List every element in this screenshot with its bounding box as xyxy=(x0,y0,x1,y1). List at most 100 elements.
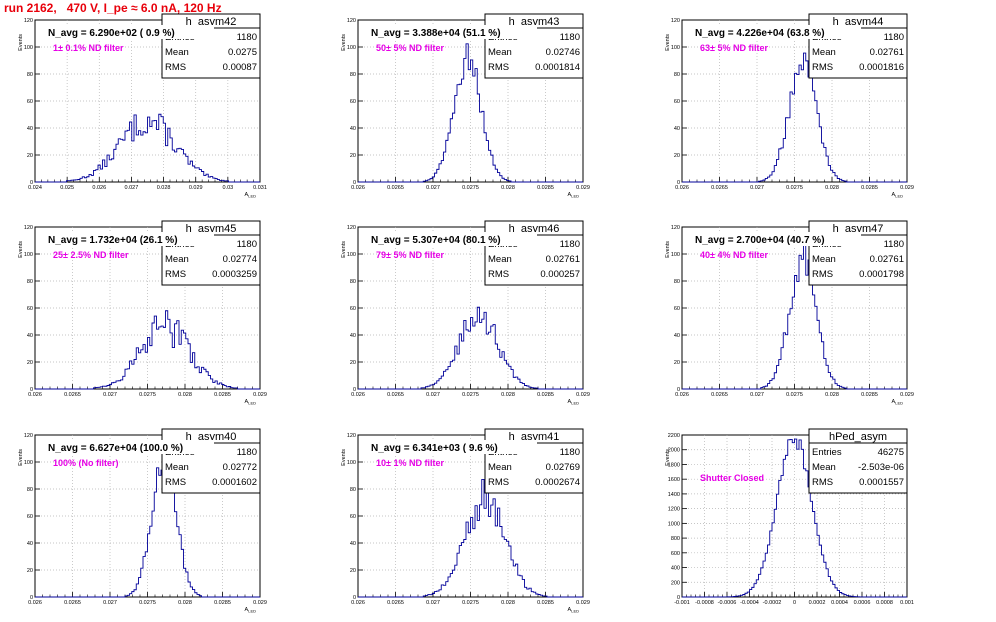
navg-backing xyxy=(44,25,214,39)
x-axis-label: ALED xyxy=(245,192,257,199)
x-tick-label: 0.0285 xyxy=(214,600,231,606)
y-tick-label: 0 xyxy=(677,180,680,186)
navg-backing xyxy=(44,232,214,246)
histogram-h_asym43: 0.026 0.0265 0.027 0.0275 0.028 0.0285 0.029 0 2… xyxy=(341,13,590,199)
navg-label: N_avg = 4.226e+04 (63.8 %) xyxy=(695,28,825,39)
stats-label-mean: Mean xyxy=(812,462,836,473)
y-tick-label: 60 xyxy=(27,514,33,520)
histogram-line xyxy=(35,446,260,598)
y-tick-label: 100 xyxy=(347,45,356,51)
navg-backing xyxy=(367,440,537,454)
stats-value-mean: 0.02774 xyxy=(223,254,257,265)
stats-value-mean: 0.0275 xyxy=(228,47,257,58)
y-tick-label: 80 xyxy=(674,72,680,78)
stats-value-rms: 0.0001816 xyxy=(859,62,904,73)
histogram-line xyxy=(682,52,907,183)
y-tick-label: 60 xyxy=(674,99,680,105)
y-tick-label: 120 xyxy=(347,433,356,439)
x-axis-label: ALED xyxy=(568,192,580,199)
x-tick-label: 0.026 xyxy=(351,600,365,606)
stats-value-rms: 0.0001798 xyxy=(859,269,904,280)
x-tick-label: 0.0008 xyxy=(876,600,893,606)
stats-label-rms: RMS xyxy=(165,477,186,488)
y-axis-label: Events xyxy=(341,241,347,258)
filter-note: Shutter Closed xyxy=(700,473,764,483)
y-tick-label: 120 xyxy=(671,18,680,24)
stats-value-rms: 0.00087 xyxy=(223,62,257,73)
y-tick-label: 60 xyxy=(27,306,33,312)
y-tick-label: 100 xyxy=(347,460,356,466)
x-tick-label: 0.027 xyxy=(750,185,764,191)
navg-backing xyxy=(44,440,214,454)
y-tick-label: 80 xyxy=(350,72,356,78)
x-tick-label: 0.026 xyxy=(28,392,42,398)
y-tick-label: 100 xyxy=(347,252,356,258)
x-tick-label: 0.0004 xyxy=(831,600,848,606)
x-tick-label: 0.0285 xyxy=(537,600,554,606)
navg-backing xyxy=(367,232,537,246)
x-tick-label: 0.027 xyxy=(426,185,440,191)
x-tick-label: 0.031 xyxy=(253,185,267,191)
y-tick-label: 80 xyxy=(27,279,33,285)
y-tick-label: 0 xyxy=(353,595,356,601)
stats-label-mean: Mean xyxy=(165,254,189,265)
x-axis-label: ALED xyxy=(245,399,257,406)
stats-label-entries: Entries xyxy=(812,447,842,458)
filter-note: 1± 0.1% ND filter xyxy=(53,43,124,53)
x-tick-label: 0.029 xyxy=(900,185,914,191)
x-tick-label: -0.0004 xyxy=(740,600,759,606)
stats-box: h_asym46Entries1180Mean0.02761RMS0.00025… xyxy=(484,220,584,286)
y-tick-label: 40 xyxy=(674,126,680,132)
navg-label: N_avg = 2.700e+04 (40.7 %) xyxy=(695,235,825,246)
x-tick-label: 0.0285 xyxy=(861,392,878,398)
y-tick-label: 0 xyxy=(677,387,680,393)
stats-box: h_asym44Entries1180Mean0.02761RMS0.00018… xyxy=(808,13,908,79)
y-tick-label: 20 xyxy=(350,360,356,366)
stats-value-rms: 0.0001602 xyxy=(212,477,257,488)
y-tick-label: 60 xyxy=(350,514,356,520)
y-axis-label: Events xyxy=(18,449,24,466)
y-axis-label: Events xyxy=(665,34,671,51)
x-tick-label: 0.029 xyxy=(576,600,590,606)
stats-box: hPed_asym Entries 46275 Mean -2.503e-06 RMS 0.… xyxy=(808,428,908,494)
stats-value-entries: 1180 xyxy=(237,447,257,458)
x-axis-label: ALED xyxy=(568,399,580,406)
stats-box: h_asym41Entries1180Mean0.02769RMS0.00026… xyxy=(484,428,584,494)
filter-note: 40± 4% ND filter xyxy=(700,250,768,260)
x-tick-label: 0.028 xyxy=(157,185,171,191)
y-tick-label: 20 xyxy=(350,568,356,574)
x-tick-label: 0.0275 xyxy=(462,600,479,606)
stats-label-rms: RMS xyxy=(165,269,186,280)
x-tick-label: 0.027 xyxy=(426,600,440,606)
x-tick-label: 0.026 xyxy=(351,185,365,191)
y-tick-label: 1200 xyxy=(668,507,680,513)
x-tick-label: 0.0275 xyxy=(139,392,156,398)
histogram-line xyxy=(35,113,260,183)
x-tick-label: 0.0265 xyxy=(387,392,404,398)
x-tick-label: 0.0285 xyxy=(214,392,231,398)
stats-value-rms: 0.0003259 xyxy=(212,269,257,280)
y-tick-label: 100 xyxy=(671,252,680,258)
filter-note: 63± 5% ND filter xyxy=(700,43,768,53)
y-tick-label: 40 xyxy=(27,126,33,132)
stats-value-entries: 1180 xyxy=(560,447,580,458)
navg-label: N_avg = 6.341e+03 ( 9.6 %) xyxy=(371,443,498,454)
y-tick-label: 1400 xyxy=(668,492,680,498)
y-tick-label: 20 xyxy=(27,360,33,366)
y-tick-label: 600 xyxy=(671,551,680,557)
x-tick-label: 0.0275 xyxy=(786,392,803,398)
x-tick-label: 0.027 xyxy=(103,600,117,606)
x-tick-label: 0 xyxy=(793,600,796,606)
filter-note: 79± 5% ND filter xyxy=(376,250,444,260)
y-tick-label: 100 xyxy=(24,45,33,51)
stats-label-rms: RMS xyxy=(812,477,833,488)
y-tick-label: 2200 xyxy=(668,433,680,439)
stats-value-rms: 0.0001814 xyxy=(535,62,580,73)
x-axis-label: ALED xyxy=(892,399,904,406)
x-tick-label: 0.029 xyxy=(189,185,203,191)
y-tick-label: 200 xyxy=(671,580,680,586)
stats-value-entries: 1180 xyxy=(560,32,580,43)
stats-label-rms: RMS xyxy=(165,62,186,73)
stats-box-frame xyxy=(808,220,908,286)
